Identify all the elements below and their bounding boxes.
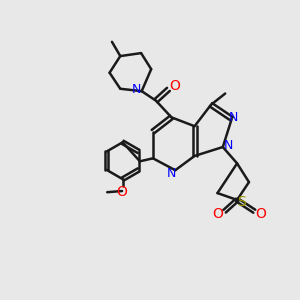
Text: S: S [237, 195, 246, 209]
Text: N: N [229, 111, 238, 124]
Text: O: O [117, 185, 128, 199]
Text: N: N [224, 139, 233, 152]
Text: O: O [169, 79, 180, 93]
Text: O: O [255, 207, 266, 221]
Text: N: N [167, 167, 176, 180]
Text: N: N [132, 83, 141, 96]
Text: O: O [213, 207, 224, 221]
